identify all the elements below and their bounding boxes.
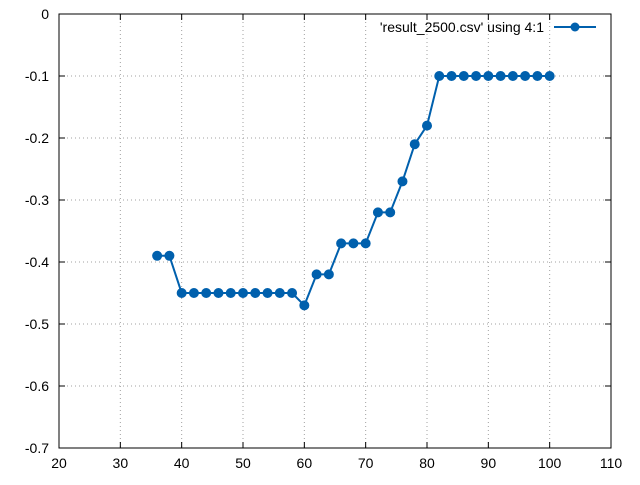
x-tick-label: 20 — [51, 455, 67, 471]
x-tick-label: 30 — [113, 455, 129, 471]
x-tick-label: 60 — [297, 455, 313, 471]
data-point — [422, 120, 432, 131]
data-point — [201, 288, 212, 298]
series-layer — [152, 71, 555, 311]
y-tick-label: 0 — [41, 6, 49, 22]
data-point — [483, 71, 494, 81]
data-point — [250, 288, 261, 298]
data-point — [299, 300, 310, 311]
x-tick-label: 50 — [235, 455, 251, 471]
data-point — [471, 71, 482, 81]
data-point — [348, 238, 359, 249]
data-point — [507, 71, 518, 81]
data-point — [446, 71, 457, 81]
plot-frame — [58, 13, 612, 449]
x-tick-label: 100 — [538, 455, 562, 471]
data-point — [274, 288, 285, 298]
data-point — [188, 288, 199, 298]
data-point — [176, 288, 187, 298]
x-tick-label: 90 — [481, 455, 497, 471]
x-tick-label: 70 — [358, 455, 374, 471]
grid-layer — [59, 14, 611, 448]
y-tick-label: -0.2 — [25, 130, 49, 146]
data-point — [372, 207, 383, 218]
y-tick-label: -0.5 — [25, 316, 49, 332]
data-point — [336, 238, 347, 249]
data-point — [544, 71, 555, 81]
data-point — [262, 288, 273, 298]
y-tick-label: -0.7 — [25, 440, 49, 456]
data-point — [152, 250, 163, 261]
data-point — [495, 71, 506, 81]
y-tick-label: -0.1 — [25, 68, 49, 84]
data-point — [287, 288, 298, 298]
y-tick-label: -0.6 — [25, 378, 49, 394]
x-tick-label: 110 — [600, 455, 623, 471]
legend-label: 'result_2500.csv' using 4:1 — [380, 19, 544, 35]
data-point — [238, 288, 248, 298]
series-line — [157, 75, 550, 307]
data-point — [311, 269, 322, 280]
data-point — [225, 288, 236, 298]
data-point — [385, 207, 396, 218]
data-point — [360, 238, 371, 249]
data-point — [323, 269, 334, 280]
data-point — [164, 250, 175, 261]
data-point — [434, 71, 445, 81]
x-tick-label: 40 — [174, 455, 190, 471]
data-point — [409, 139, 420, 150]
data-point — [213, 288, 224, 298]
y-tick-label: -0.4 — [25, 254, 49, 270]
y-tick-label: -0.3 — [25, 192, 49, 208]
x-tick-label: 80 — [419, 455, 435, 471]
legend-marker-sample — [570, 22, 580, 32]
data-point — [520, 71, 531, 81]
tick-label-layer: 20 30 40 50 60 70 80 90 100 110 0 -0.1 -0.2 -0.3 -0.4 -… — [25, 6, 622, 471]
data-point — [458, 71, 469, 81]
data-point — [532, 71, 543, 81]
legend: 'result_2500.csv' using 4:1 — [380, 19, 596, 35]
data-point — [397, 176, 408, 187]
